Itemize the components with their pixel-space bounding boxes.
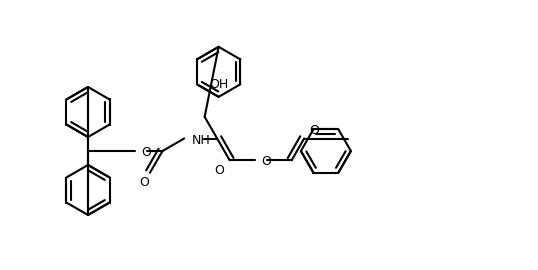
- Text: NH: NH: [192, 134, 211, 147]
- Text: O: O: [141, 147, 151, 160]
- Text: O: O: [309, 124, 319, 137]
- Text: O: O: [139, 176, 149, 189]
- Text: O: O: [215, 164, 224, 177]
- Text: O: O: [261, 155, 272, 168]
- Text: OH: OH: [209, 78, 228, 91]
